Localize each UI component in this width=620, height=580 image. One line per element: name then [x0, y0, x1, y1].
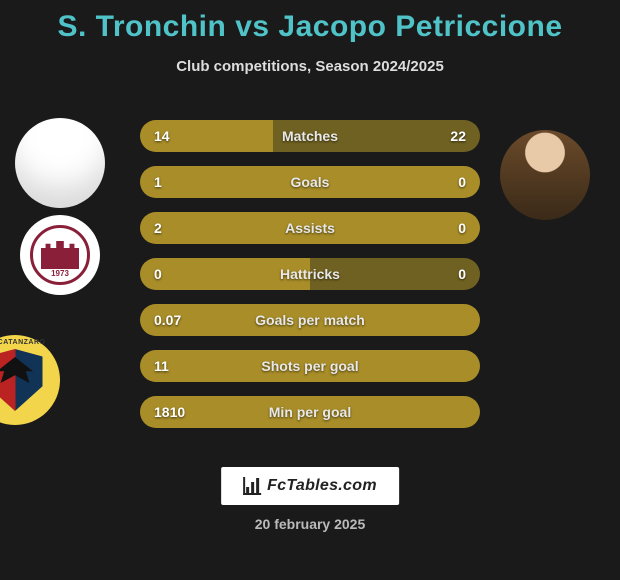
stat-value-right: 0: [458, 258, 466, 290]
stat-value-left: 14: [154, 120, 170, 152]
stat-label: Assists: [140, 212, 480, 244]
club-right-text: US CATANZARO: [0, 339, 45, 346]
stat-row: Assists2 0: [140, 212, 480, 244]
date-text: 20 february 2025: [0, 516, 620, 532]
page-title: S. Tronchin vs Jacopo Petriccione: [0, 0, 620, 44]
stat-label: Goals: [140, 166, 480, 198]
stats-bars: Matches1422Goals10Assists20Hattricks00Go…: [140, 120, 480, 442]
stat-label: Matches: [140, 120, 480, 152]
player-right-name: Jacopo Petriccione: [278, 10, 562, 43]
stat-value-right: 0: [458, 166, 466, 198]
vs-text: vs: [235, 10, 269, 43]
stat-value-left: 11: [154, 350, 169, 382]
stat-value-left: 1: [154, 166, 162, 198]
club-right-badge: US CATANZARO: [0, 335, 60, 425]
branding-badge: FcTables.com: [221, 467, 399, 505]
stat-row: Shots per goal11: [140, 350, 480, 382]
branding-text: FcTables.com: [267, 477, 377, 495]
stat-value-right: 22: [450, 120, 466, 152]
castle-icon: [41, 241, 79, 269]
stat-row: Matches14 22: [140, 120, 480, 152]
stat-row: Goals1 0: [140, 166, 480, 198]
stat-row: Min per goal1810: [140, 396, 480, 428]
fctables-logo-icon: [243, 477, 261, 495]
club-left-year: 1973: [51, 269, 69, 278]
stat-value-left: 0.07: [154, 304, 181, 336]
shield-icon: [0, 349, 43, 411]
stat-label: Goals per match: [140, 304, 480, 336]
stat-label: Hattricks: [140, 258, 480, 290]
player-left-avatar: [15, 118, 105, 208]
stat-value-left: 2: [154, 212, 162, 244]
player-left-name: S. Tronchin: [57, 10, 226, 43]
stat-row: Goals per match0.07: [140, 304, 480, 336]
stat-label: Min per goal: [140, 396, 480, 428]
stat-value-left: 0: [154, 258, 162, 290]
subtitle: Club competitions, Season 2024/2025: [0, 58, 620, 75]
stat-value-left: 1810: [154, 396, 185, 428]
stat-label: Shots per goal: [140, 350, 480, 382]
player-right-avatar: [500, 130, 590, 220]
eagle-icon: [0, 357, 33, 383]
stat-row: Hattricks0 0: [140, 258, 480, 290]
stat-value-right: 0: [458, 212, 466, 244]
club-left-badge: 1973: [20, 215, 100, 295]
